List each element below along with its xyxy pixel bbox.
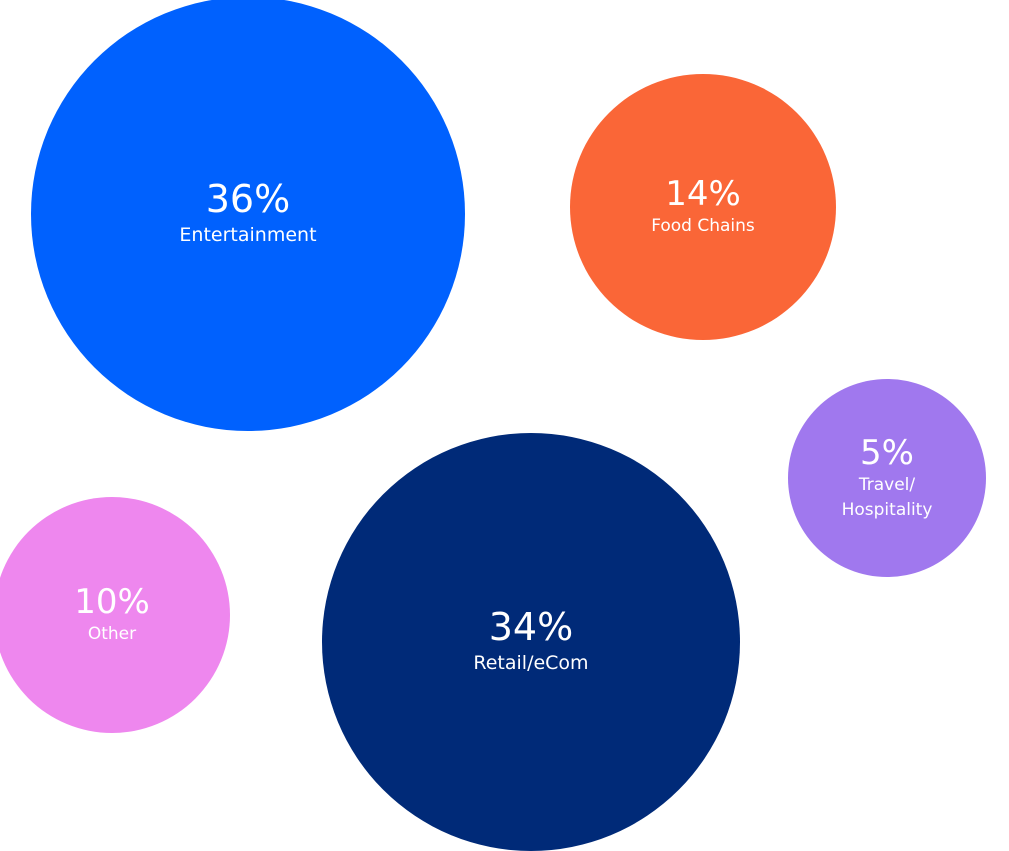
bubble: 5% Travel/ Hospitality xyxy=(788,379,986,577)
value-label: 10% xyxy=(74,582,150,623)
category-label: Travel/ Hospitality xyxy=(841,474,933,520)
bubble: 14% Food Chains xyxy=(569,73,837,341)
bubble: 34% Retail/eCom xyxy=(321,432,741,851)
value-label: 36% xyxy=(205,177,291,222)
category-label: Entertainment xyxy=(179,224,317,247)
category-label: Food Chains xyxy=(651,216,755,237)
category-label: Retail/eCom xyxy=(473,652,589,675)
bubble: 36% Entertainment xyxy=(31,0,465,431)
category-label: Other xyxy=(87,624,137,645)
value-label: 5% xyxy=(860,432,914,473)
value-label: 14% xyxy=(665,174,741,215)
bubble: 10% Other xyxy=(0,497,230,733)
value-label: 34% xyxy=(488,605,574,650)
